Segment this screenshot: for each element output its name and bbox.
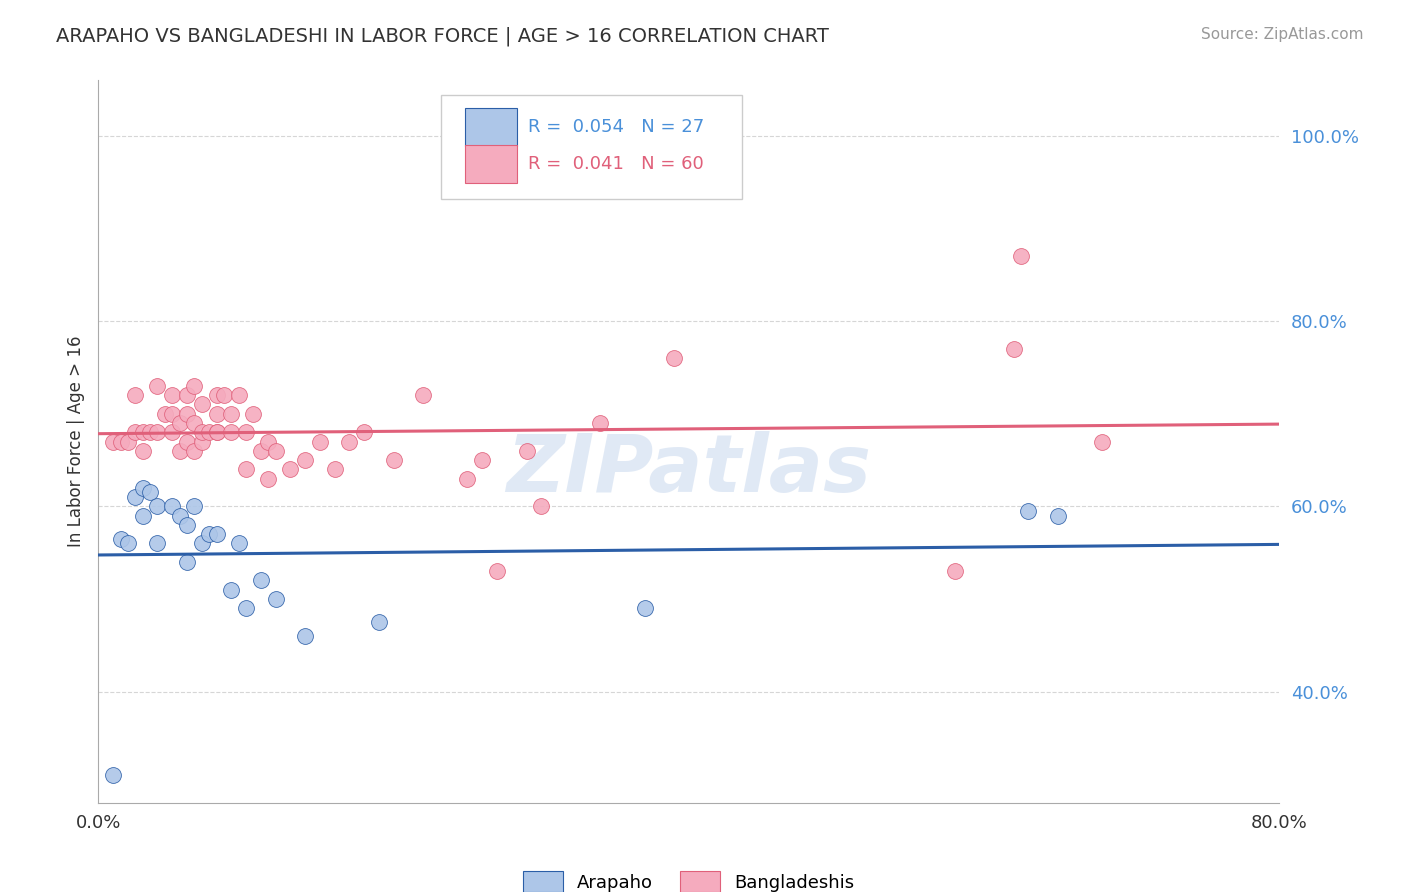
Point: [139, 485, 162, 500]
Point: [294, 629, 316, 643]
Point: [132, 425, 155, 440]
Point: [146, 536, 169, 550]
Point: [191, 434, 214, 449]
Point: [124, 425, 146, 440]
Point: [169, 508, 191, 523]
Text: ARAPAHO VS BANGLADESHI IN LABOR FORCE | AGE > 16 CORRELATION CHART: ARAPAHO VS BANGLADESHI IN LABOR FORCE | …: [56, 27, 830, 46]
Point: [382, 453, 405, 467]
Point: [103, 768, 125, 782]
FancyBboxPatch shape: [464, 109, 516, 146]
Point: [162, 425, 183, 440]
Point: [191, 425, 214, 440]
Point: [153, 407, 176, 421]
Point: [280, 462, 302, 476]
Point: [124, 388, 146, 402]
Point: [198, 425, 221, 440]
Point: [412, 388, 434, 402]
Point: [228, 388, 250, 402]
Point: [1091, 434, 1114, 449]
Point: [516, 443, 538, 458]
Text: R =  0.054   N = 27: R = 0.054 N = 27: [529, 119, 704, 136]
Point: [221, 407, 243, 421]
Point: [139, 425, 162, 440]
Point: [943, 564, 966, 578]
Point: [191, 397, 214, 411]
Point: [205, 527, 228, 541]
Point: [117, 434, 139, 449]
Point: [257, 434, 280, 449]
Point: [1010, 249, 1032, 263]
Point: [530, 500, 553, 514]
Point: [146, 379, 169, 393]
Point: [162, 500, 183, 514]
FancyBboxPatch shape: [464, 145, 516, 183]
Point: [183, 416, 205, 430]
Point: [664, 351, 686, 366]
Point: [124, 490, 146, 504]
Text: Source: ZipAtlas.com: Source: ZipAtlas.com: [1201, 27, 1364, 42]
Text: R =  0.041   N = 60: R = 0.041 N = 60: [529, 155, 704, 173]
Point: [205, 425, 228, 440]
Point: [242, 407, 264, 421]
Point: [176, 388, 198, 402]
Point: [1018, 504, 1040, 518]
Point: [228, 536, 250, 550]
Point: [1046, 508, 1070, 523]
Point: [205, 388, 228, 402]
Point: [257, 472, 280, 486]
Point: [198, 527, 221, 541]
Point: [176, 407, 198, 421]
Point: [110, 532, 132, 546]
Point: [589, 416, 612, 430]
Point: [471, 453, 494, 467]
Point: [132, 481, 155, 495]
Point: [221, 582, 243, 597]
Point: [212, 388, 235, 402]
Point: [634, 601, 657, 615]
Point: [117, 536, 139, 550]
Point: [162, 388, 183, 402]
Point: [176, 434, 198, 449]
Point: [205, 425, 228, 440]
Point: [1002, 342, 1025, 356]
Point: [132, 443, 155, 458]
Point: [183, 500, 205, 514]
Point: [309, 434, 332, 449]
Point: [250, 443, 273, 458]
Text: ZIPatlas: ZIPatlas: [506, 432, 872, 509]
Point: [103, 434, 125, 449]
Point: [353, 425, 375, 440]
Point: [176, 555, 198, 569]
Point: [169, 443, 191, 458]
Point: [339, 434, 361, 449]
Point: [294, 453, 316, 467]
Point: [250, 574, 273, 588]
Point: [368, 615, 391, 630]
FancyBboxPatch shape: [441, 95, 742, 200]
Legend: Arapaho, Bangladeshis: Arapaho, Bangladeshis: [515, 863, 863, 892]
Y-axis label: In Labor Force | Age > 16: In Labor Force | Age > 16: [66, 335, 84, 548]
Point: [176, 517, 198, 532]
Point: [235, 601, 257, 615]
Point: [323, 462, 346, 476]
Point: [146, 500, 169, 514]
Point: [183, 443, 205, 458]
Point: [169, 416, 191, 430]
Point: [264, 592, 287, 607]
Point: [235, 462, 257, 476]
Point: [235, 425, 257, 440]
Point: [162, 407, 183, 421]
Point: [191, 536, 214, 550]
Point: [205, 407, 228, 421]
Point: [110, 434, 132, 449]
Point: [221, 425, 243, 440]
Point: [457, 472, 479, 486]
Point: [486, 564, 509, 578]
Point: [264, 443, 287, 458]
Point: [146, 425, 169, 440]
Point: [132, 508, 155, 523]
Point: [183, 379, 205, 393]
